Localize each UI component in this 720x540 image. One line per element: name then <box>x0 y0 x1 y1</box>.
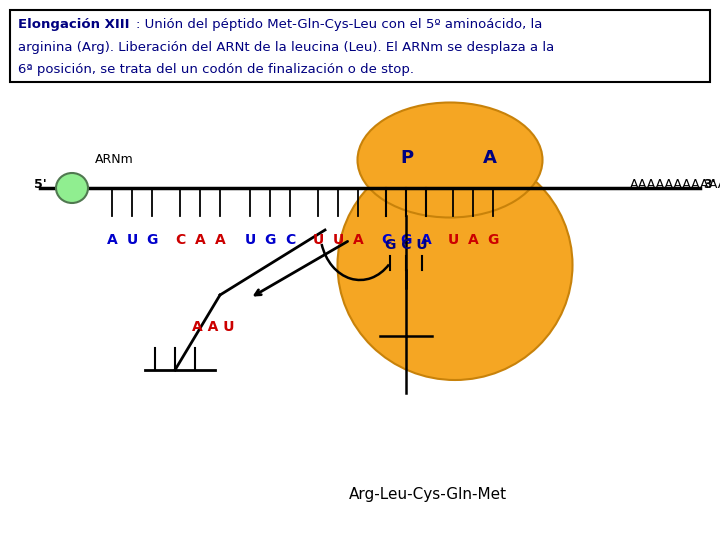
Text: C: C <box>285 233 295 247</box>
Text: U: U <box>244 233 256 247</box>
Text: G C U: G C U <box>384 238 427 252</box>
Text: U: U <box>447 233 459 247</box>
Text: A: A <box>483 149 497 167</box>
Text: ARNm: ARNm <box>95 153 134 166</box>
Text: AAAAAAAAAAA: AAAAAAAAAAA <box>630 179 720 192</box>
Text: A: A <box>194 233 205 247</box>
Text: A: A <box>215 233 225 247</box>
Text: G: G <box>487 233 499 247</box>
Text: G: G <box>400 233 412 247</box>
Text: P: P <box>400 149 413 167</box>
Text: : Unión del péptido Met-Gln-Cys-Leu con el 5º aminoácido, la: : Unión del péptido Met-Gln-Cys-Leu con … <box>136 18 542 31</box>
Text: 5': 5' <box>35 179 47 192</box>
Text: A A U: A A U <box>192 320 234 334</box>
Text: A: A <box>420 233 431 247</box>
Ellipse shape <box>338 150 572 380</box>
Ellipse shape <box>358 103 542 218</box>
Text: C: C <box>175 233 185 247</box>
Text: G: G <box>146 233 158 247</box>
Text: 6ª posición, se trata del un codón de finalización o de stop.: 6ª posición, se trata del un codón de fi… <box>18 63 414 76</box>
Text: U: U <box>312 233 323 247</box>
Text: C: C <box>381 233 391 247</box>
Text: arginina (Arg). Liberación del ARNt de la leucina (Leu). El ARNm se desplaza a l: arginina (Arg). Liberación del ARNt de l… <box>18 41 554 54</box>
Text: U: U <box>333 233 343 247</box>
Text: A: A <box>107 233 117 247</box>
Text: Elongación XIII: Elongación XIII <box>18 18 130 31</box>
Text: G: G <box>264 233 276 247</box>
Text: 3': 3' <box>703 179 716 192</box>
Text: Arg-Leu-Cys-Gln-Met: Arg-Leu-Cys-Gln-Met <box>349 487 508 502</box>
Text: A: A <box>353 233 364 247</box>
Ellipse shape <box>56 173 88 203</box>
Text: U: U <box>127 233 138 247</box>
FancyBboxPatch shape <box>10 10 710 82</box>
Text: A: A <box>467 233 478 247</box>
